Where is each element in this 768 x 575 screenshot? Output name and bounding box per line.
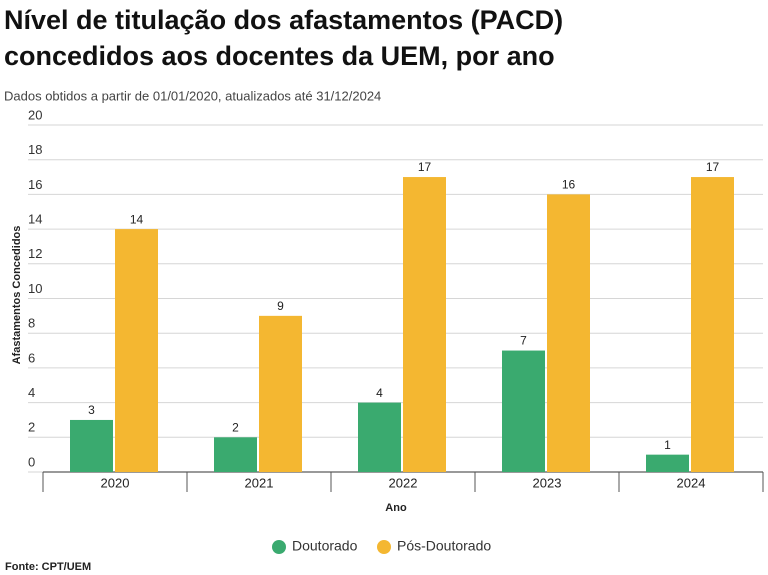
- y-tick-label: 8: [28, 316, 35, 331]
- data-label: 2: [232, 420, 239, 434]
- source-note: Fonte: CPT/UEM: [5, 561, 91, 573]
- data-label: 3: [88, 403, 95, 417]
- data-label: 1: [664, 438, 671, 452]
- data-label: 17: [418, 160, 432, 174]
- legend-swatch: [272, 540, 286, 554]
- x-axis-title: Ano: [385, 502, 407, 514]
- y-axis-title: Afastamentos Concedidos: [11, 226, 23, 365]
- bar: [115, 229, 158, 472]
- x-tick-label: 2024: [677, 475, 706, 490]
- y-tick-label: 6: [28, 350, 35, 365]
- y-tick-label: 0: [28, 454, 35, 469]
- y-tick-label: 16: [28, 177, 42, 192]
- y-tick-label: 12: [28, 246, 42, 261]
- legend-label: Pós-Doutorado: [397, 538, 491, 554]
- y-tick-label: 20: [28, 107, 42, 122]
- y-tick-label: 18: [28, 142, 42, 157]
- x-tick-label: 2023: [533, 475, 562, 490]
- bar: [547, 194, 590, 472]
- y-tick-label: 14: [28, 212, 42, 227]
- y-tick-label: 10: [28, 281, 42, 296]
- chart-title: concedidos aos docentes da UEM, por ano: [4, 41, 555, 71]
- x-tick-label: 2022: [389, 475, 418, 490]
- bar: [70, 419, 113, 472]
- bar: [403, 177, 446, 473]
- data-label: 9: [277, 299, 284, 313]
- chart-title: Nível de titulação dos afastamentos (PAC…: [4, 5, 563, 35]
- x-tick-label: 2020: [101, 475, 130, 490]
- bar: [214, 437, 257, 472]
- y-tick-label: 4: [28, 385, 35, 400]
- data-label: 4: [376, 386, 383, 400]
- x-tick-label: 2021: [245, 475, 274, 490]
- legend-label: Doutorado: [292, 538, 358, 554]
- y-tick-label: 2: [28, 420, 35, 435]
- legend-swatch: [377, 540, 391, 554]
- chart-subtitle: Dados obtidos a partir de 01/01/2020, at…: [4, 88, 381, 103]
- data-label: 14: [130, 212, 144, 226]
- bar: [358, 402, 401, 472]
- data-label: 7: [520, 334, 527, 348]
- bar: [259, 315, 302, 472]
- bar: [691, 177, 734, 473]
- bar: [502, 350, 545, 472]
- data-label: 16: [562, 178, 576, 192]
- data-label: 17: [706, 160, 720, 174]
- bar: [646, 454, 689, 472]
